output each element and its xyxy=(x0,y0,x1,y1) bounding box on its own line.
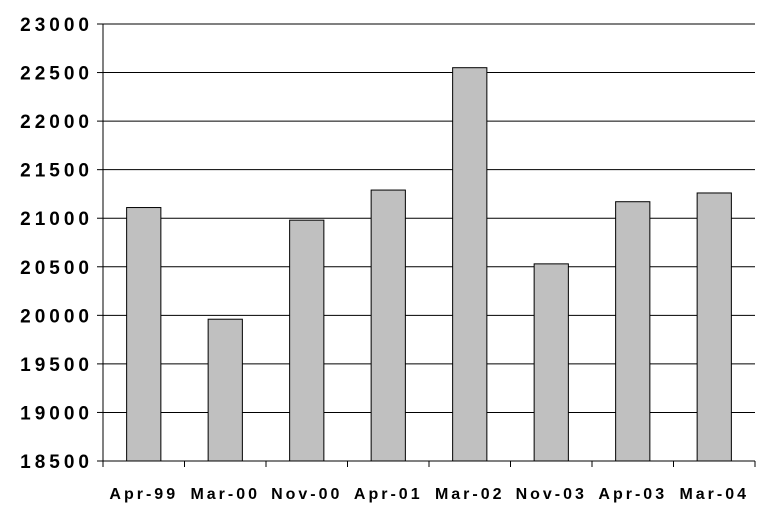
x-tick-label: Nov-03 xyxy=(516,486,587,503)
bar-nov-03 xyxy=(533,263,569,462)
y-tick-label: 20000 xyxy=(20,306,93,327)
bar-mar-04 xyxy=(696,192,732,462)
x-tick-label: Apr-03 xyxy=(598,486,667,503)
y-tick-label: 23000 xyxy=(20,15,93,36)
y-tick-label: 21500 xyxy=(20,161,93,182)
x-tick-label: Mar-04 xyxy=(679,486,749,503)
x-tick-label: Apr-01 xyxy=(354,486,423,503)
y-tick-label: 18500 xyxy=(20,452,93,473)
x-tick-label: Nov-00 xyxy=(271,486,342,503)
gridlines xyxy=(103,23,755,413)
bar-mar-00 xyxy=(207,318,243,462)
bar-apr-99 xyxy=(126,207,162,462)
x-tick-label: Mar-00 xyxy=(190,486,260,503)
bar-apr-03 xyxy=(615,201,651,462)
bar-apr-01 xyxy=(370,189,406,462)
x-tick-label: Mar-02 xyxy=(435,486,505,503)
axes xyxy=(97,23,756,467)
bar-nov-00 xyxy=(289,219,325,462)
y-tick-label: 21000 xyxy=(20,209,93,230)
y-tick-label: 20500 xyxy=(20,258,93,279)
bars xyxy=(126,67,732,462)
bar-mar-02 xyxy=(452,67,488,462)
x-tick-label: Apr-99 xyxy=(109,486,178,503)
tick-labels: 18500 19000 19500 20000 20500 21000 21500 22000… xyxy=(20,15,749,503)
y-tick-label: 22500 xyxy=(20,64,93,85)
y-tick-label: 22000 xyxy=(20,112,93,133)
y-tick-label: 19000 xyxy=(20,403,93,424)
y-tick-label: 19500 xyxy=(20,355,93,376)
